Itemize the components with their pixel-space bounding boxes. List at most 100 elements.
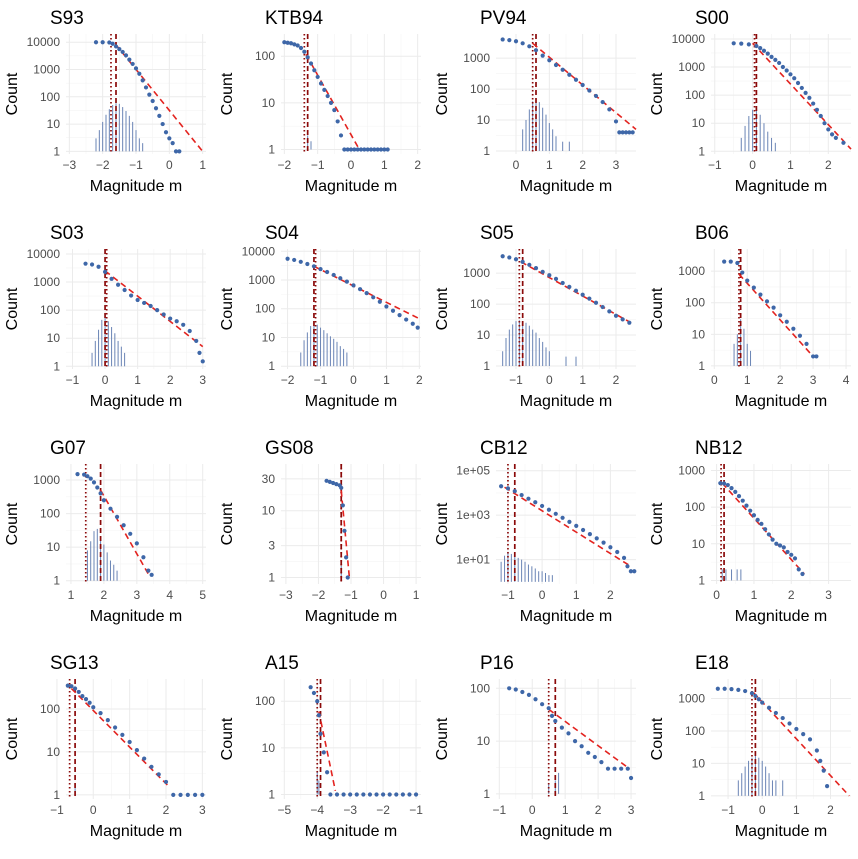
- data-point: [753, 693, 758, 699]
- panel-title: NB12: [695, 438, 743, 459]
- data-point: [800, 571, 805, 577]
- data-point: [587, 532, 593, 537]
- data-point: [500, 37, 505, 42]
- x-tick-label: −1: [344, 588, 358, 602]
- data-point: [147, 92, 152, 97]
- data-point: [620, 130, 625, 135]
- x-tick-label: 3: [133, 588, 140, 602]
- data-point: [718, 481, 723, 486]
- data-point: [358, 147, 364, 152]
- data-point: [407, 792, 412, 797]
- y-axis-title: Count: [4, 287, 21, 330]
- x-tick-label: 0: [711, 373, 718, 387]
- data-point: [338, 133, 344, 138]
- data-point: [829, 132, 835, 137]
- x-tick-label: 0: [546, 373, 553, 387]
- y-tick-label: 10: [477, 328, 491, 342]
- y-axis-title: Count: [434, 502, 451, 545]
- data-point: [85, 474, 90, 479]
- data-point: [375, 147, 380, 152]
- panel-title: CB12: [480, 438, 528, 459]
- x-tick-label: −1: [492, 803, 506, 817]
- data-point: [397, 313, 402, 318]
- y-tick-label: 1000: [463, 51, 490, 65]
- x-tick-label: 1: [126, 803, 133, 817]
- data-point: [507, 686, 512, 691]
- x-tick-label: 1: [134, 373, 141, 387]
- data-point: [792, 556, 798, 561]
- x-tick-label: 2: [613, 373, 620, 387]
- y-tick-label: 100: [685, 88, 705, 102]
- data-point: [803, 90, 808, 95]
- data-point: [607, 107, 612, 112]
- data-point: [295, 43, 300, 48]
- y-tick-label: 100: [255, 302, 275, 316]
- data-point: [157, 113, 162, 118]
- data-point: [540, 53, 545, 58]
- data-point: [352, 147, 357, 152]
- data-point: [766, 705, 772, 710]
- data-point: [841, 140, 846, 145]
- x-tick-label: −2: [281, 373, 295, 387]
- y-tick-label: 100: [40, 303, 60, 317]
- data-point: [789, 552, 794, 557]
- data-point: [553, 718, 558, 724]
- data-point: [381, 792, 386, 797]
- data-point: [566, 731, 571, 736]
- data-point: [630, 130, 635, 135]
- x-tick-label: 2: [607, 588, 614, 602]
- y-tick-label: 100: [470, 681, 490, 695]
- data-point: [759, 521, 764, 526]
- data-point: [623, 130, 629, 135]
- data-point: [377, 299, 382, 304]
- x-tick-label: −1: [721, 803, 735, 817]
- data-point: [127, 57, 132, 62]
- data-point: [818, 758, 823, 763]
- data-point: [316, 713, 321, 718]
- y-tick-label: 1: [698, 144, 705, 158]
- y-tick-label: 10000: [242, 244, 276, 258]
- data-point: [791, 326, 796, 331]
- y-tick-label: 1000: [33, 275, 60, 289]
- data-point: [539, 503, 545, 509]
- data-point: [754, 43, 759, 49]
- data-point: [520, 41, 525, 46]
- data-point: [148, 303, 153, 309]
- data-point: [513, 687, 518, 692]
- data-point: [321, 750, 326, 755]
- data-point: [155, 308, 160, 313]
- data-point: [794, 726, 799, 732]
- data-point: [292, 42, 297, 47]
- data-point: [777, 60, 782, 66]
- x-axis-title: Magnitude m: [520, 823, 613, 840]
- data-point: [500, 254, 505, 259]
- data-point: [362, 147, 367, 152]
- y-tick-label: 1: [698, 573, 705, 587]
- x-axis-title: Magnitude m: [305, 608, 398, 625]
- x-tick-label: 2: [827, 803, 834, 817]
- x-tick-label: 0: [166, 158, 173, 172]
- data-point: [787, 721, 792, 726]
- gr-fit-line: [753, 692, 850, 797]
- data-point: [553, 276, 559, 281]
- data-point: [181, 322, 186, 327]
- data-point: [342, 147, 347, 152]
- data-point: [580, 82, 585, 88]
- y-tick-label: 1e+05: [456, 464, 490, 478]
- data-point: [128, 531, 133, 536]
- data-point: [505, 486, 511, 491]
- data-point: [736, 687, 741, 692]
- data-point: [123, 53, 129, 58]
- x-tick-label: 0: [348, 158, 355, 172]
- y-tick-label: 10: [262, 504, 276, 518]
- panel-title: G07: [50, 438, 86, 459]
- data-point: [387, 792, 392, 797]
- data-point: [826, 127, 831, 132]
- gr-fit-line: [99, 489, 151, 578]
- data-point: [613, 119, 619, 124]
- data-point: [559, 725, 564, 730]
- panel-title: P16: [480, 653, 514, 674]
- data-point: [135, 297, 140, 303]
- x-tick-label: 3: [810, 373, 817, 387]
